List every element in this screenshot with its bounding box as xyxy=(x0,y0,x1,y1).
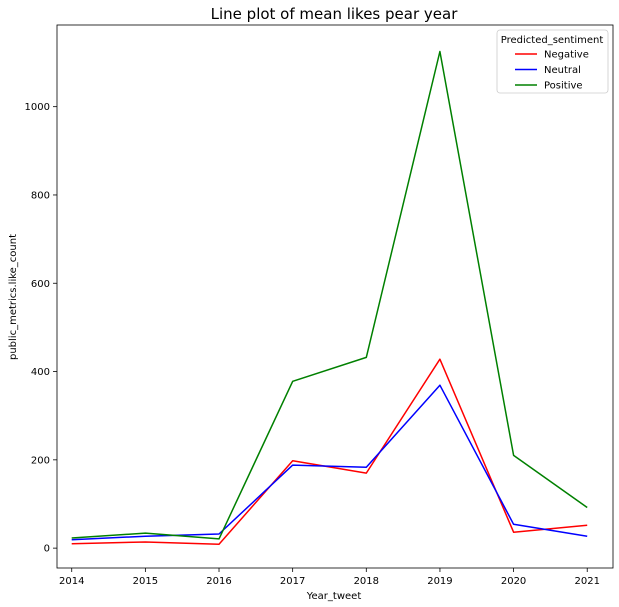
x-tick-label: 2017 xyxy=(280,576,305,587)
legend-label-positive: Positive xyxy=(544,81,583,92)
x-axis: 2014 2015 2016 2017 2018 2019 2020 2021 xyxy=(59,568,600,587)
y-tick-label: 400 xyxy=(31,367,50,378)
x-tick-label: 2018 xyxy=(354,576,379,587)
series-line-neutral xyxy=(71,384,588,541)
series-line-positive xyxy=(71,50,588,540)
y-axis-label: public_metrics.like_count xyxy=(8,234,19,360)
y-tick-label: 800 xyxy=(31,190,50,201)
chart-title: Line plot of mean likes pear year xyxy=(211,5,459,23)
legend-items: Negative Neutral Positive xyxy=(515,50,589,92)
legend-title: Predicted_sentiment xyxy=(501,35,604,46)
x-tick-label: 2016 xyxy=(206,576,231,587)
x-tick-label: 2015 xyxy=(133,576,158,587)
y-tick-label: 1000 xyxy=(25,102,50,113)
y-tick-label: 600 xyxy=(31,279,50,290)
legend: Predicted_sentiment Negative Neutral Posit… xyxy=(496,29,609,94)
x-axis-label: Year_tweet xyxy=(306,591,362,602)
legend-label-neutral: Neutral xyxy=(544,65,581,76)
legend-box xyxy=(496,29,609,94)
series-layer xyxy=(71,50,588,545)
y-tick-label: 0 xyxy=(44,544,50,555)
plot-area xyxy=(56,24,614,569)
x-tick-label: 2020 xyxy=(501,576,526,587)
y-tick-label: 200 xyxy=(31,455,50,466)
x-tick-label: 2014 xyxy=(59,576,84,587)
x-tick-label: 2021 xyxy=(574,576,599,587)
y-axis: 0 200 400 600 800 1000 xyxy=(25,102,57,555)
legend-label-negative: Negative xyxy=(544,50,589,61)
x-tick-label: 2019 xyxy=(427,576,452,587)
